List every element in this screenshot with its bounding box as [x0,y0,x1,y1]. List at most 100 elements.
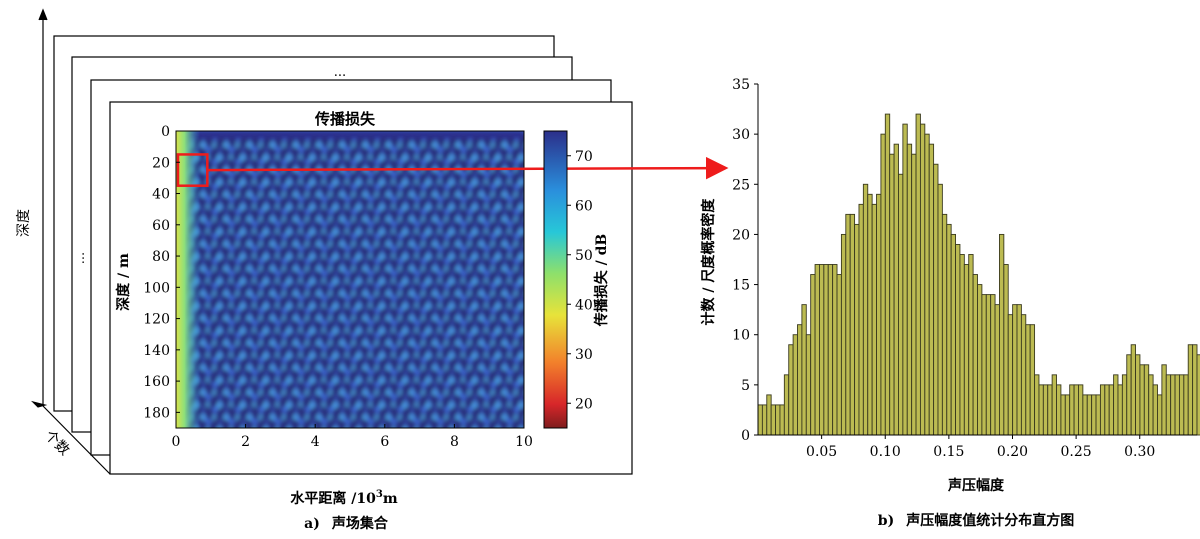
heatmap-stripe [255,171,266,186]
heatmap-stripe [510,171,521,186]
histogram-bar [823,264,829,436]
heatmap-stripe [262,307,273,322]
heatmap-stripe [325,369,336,384]
heatmap-stripe [359,245,371,260]
heatmap-stripe [470,208,482,223]
heatmap-stripe [204,183,215,198]
histogram-y-tick-label: 35 [732,77,750,93]
stack-axes [31,8,111,475]
heatmap-stripe [336,195,347,210]
heatmap-stripe [227,332,238,346]
heatmap-stripe [273,307,284,322]
histogram-bar [819,264,825,436]
heatmap-y-label: 深度 / m [115,253,132,311]
heatmap-stripe [429,220,440,235]
histogram-bar [1148,374,1154,436]
heatmap-stripe [510,319,521,334]
histogram-bar [779,404,785,436]
histogram-bar [977,284,983,436]
heatmap-stripe [296,307,308,322]
heatmap-stripe [301,369,313,384]
heatmap-stripe [325,319,336,334]
heatmap-stripe [215,356,226,371]
heatmap-stripe [204,257,215,272]
heatmap-stripe [197,195,208,210]
heatmap-stripe [262,233,273,247]
heatmap-stripe [475,344,487,359]
histogram-bar [898,173,904,436]
heatmap-stripe [406,220,417,235]
heatmap-stripe [313,171,324,186]
histogram-bar [1012,304,1018,436]
heatmap-stripe [394,319,405,334]
heatmap-stripe [359,146,371,161]
heatmap-stripe [290,245,301,260]
heatmap-stripe [436,307,447,322]
heatmap-stripe [285,307,296,322]
heatmap-stripe [278,344,289,359]
heatmap-stripe [354,183,366,198]
heatmap-stripe [452,220,463,235]
heatmap-stripe [204,381,215,396]
heatmap-stripe [429,171,440,186]
heatmap-stripe [510,146,521,161]
heatmap-stripe [366,356,377,371]
histogram-bar [911,153,917,436]
heatmap-stripe [412,183,424,198]
heatmap-stripe [296,282,308,297]
heatmap-stripe [406,171,417,186]
heatmap-stripe [464,270,475,285]
heatmap-stripe [394,369,405,384]
heatmap-stripe [285,406,296,421]
heatmap-stripe [209,319,220,334]
heatmap-stripe [499,344,510,359]
heatmap-stripe [499,245,510,260]
heatmap-stripe [412,233,424,247]
heatmap-stripe [482,183,493,198]
heatmap-stripe [232,319,243,334]
heatmap-stripe [371,393,382,408]
heatmap-stripe [215,381,226,396]
heatmap-stripe [436,183,447,198]
heatmap-stripe [336,270,347,285]
heatmap-stripe [343,233,354,247]
heatmap-stripe [441,245,452,260]
heatmap-stripe [209,195,220,210]
heatmap-stripe [278,270,289,285]
heatmap-stripe [285,332,296,346]
heatmap-stripe [429,369,440,384]
histogram-y-tick-label: 15 [732,278,750,294]
heatmap-stripe [383,195,394,210]
heatmap-stripe [354,257,366,272]
histogram-bar [1038,384,1044,436]
heatmap-stripe [475,245,487,260]
histogram-bar [1016,304,1022,436]
histogram-bar [994,304,1000,436]
heatmap-stripe [406,393,417,408]
histogram-bar [1174,374,1180,436]
heatmap-stripe [412,356,424,371]
heatmap-stripe [290,369,301,384]
heatmap-stripe [262,381,273,396]
histogram-y-ticks: 0 5 10 15 20 25 30 35 [732,77,758,444]
heatmap-stripe [487,245,498,260]
heatmap-stripe [278,245,289,260]
heatmap-stripe [452,270,463,285]
heatmap-stripe [359,220,371,235]
heatmap-stripe [383,294,394,309]
heatmap-stripe [215,208,226,223]
histogram-bar [1187,344,1194,436]
heatmap-stripe [505,307,516,322]
heatmap-stripe [447,282,458,297]
histogram-bar [1086,394,1093,436]
heatmap-stripe [459,208,470,223]
heatmap-stripe [220,393,231,408]
histogram-bar [889,153,895,436]
heatmap-stripe [378,356,389,371]
heatmap-stripe [417,319,429,334]
heatmap-stripe [447,307,458,322]
heatmap-stripe [209,369,220,384]
heatmap-stripe [273,406,284,421]
heatmap-stripe [383,220,394,235]
heatmap-stripe [371,245,382,260]
